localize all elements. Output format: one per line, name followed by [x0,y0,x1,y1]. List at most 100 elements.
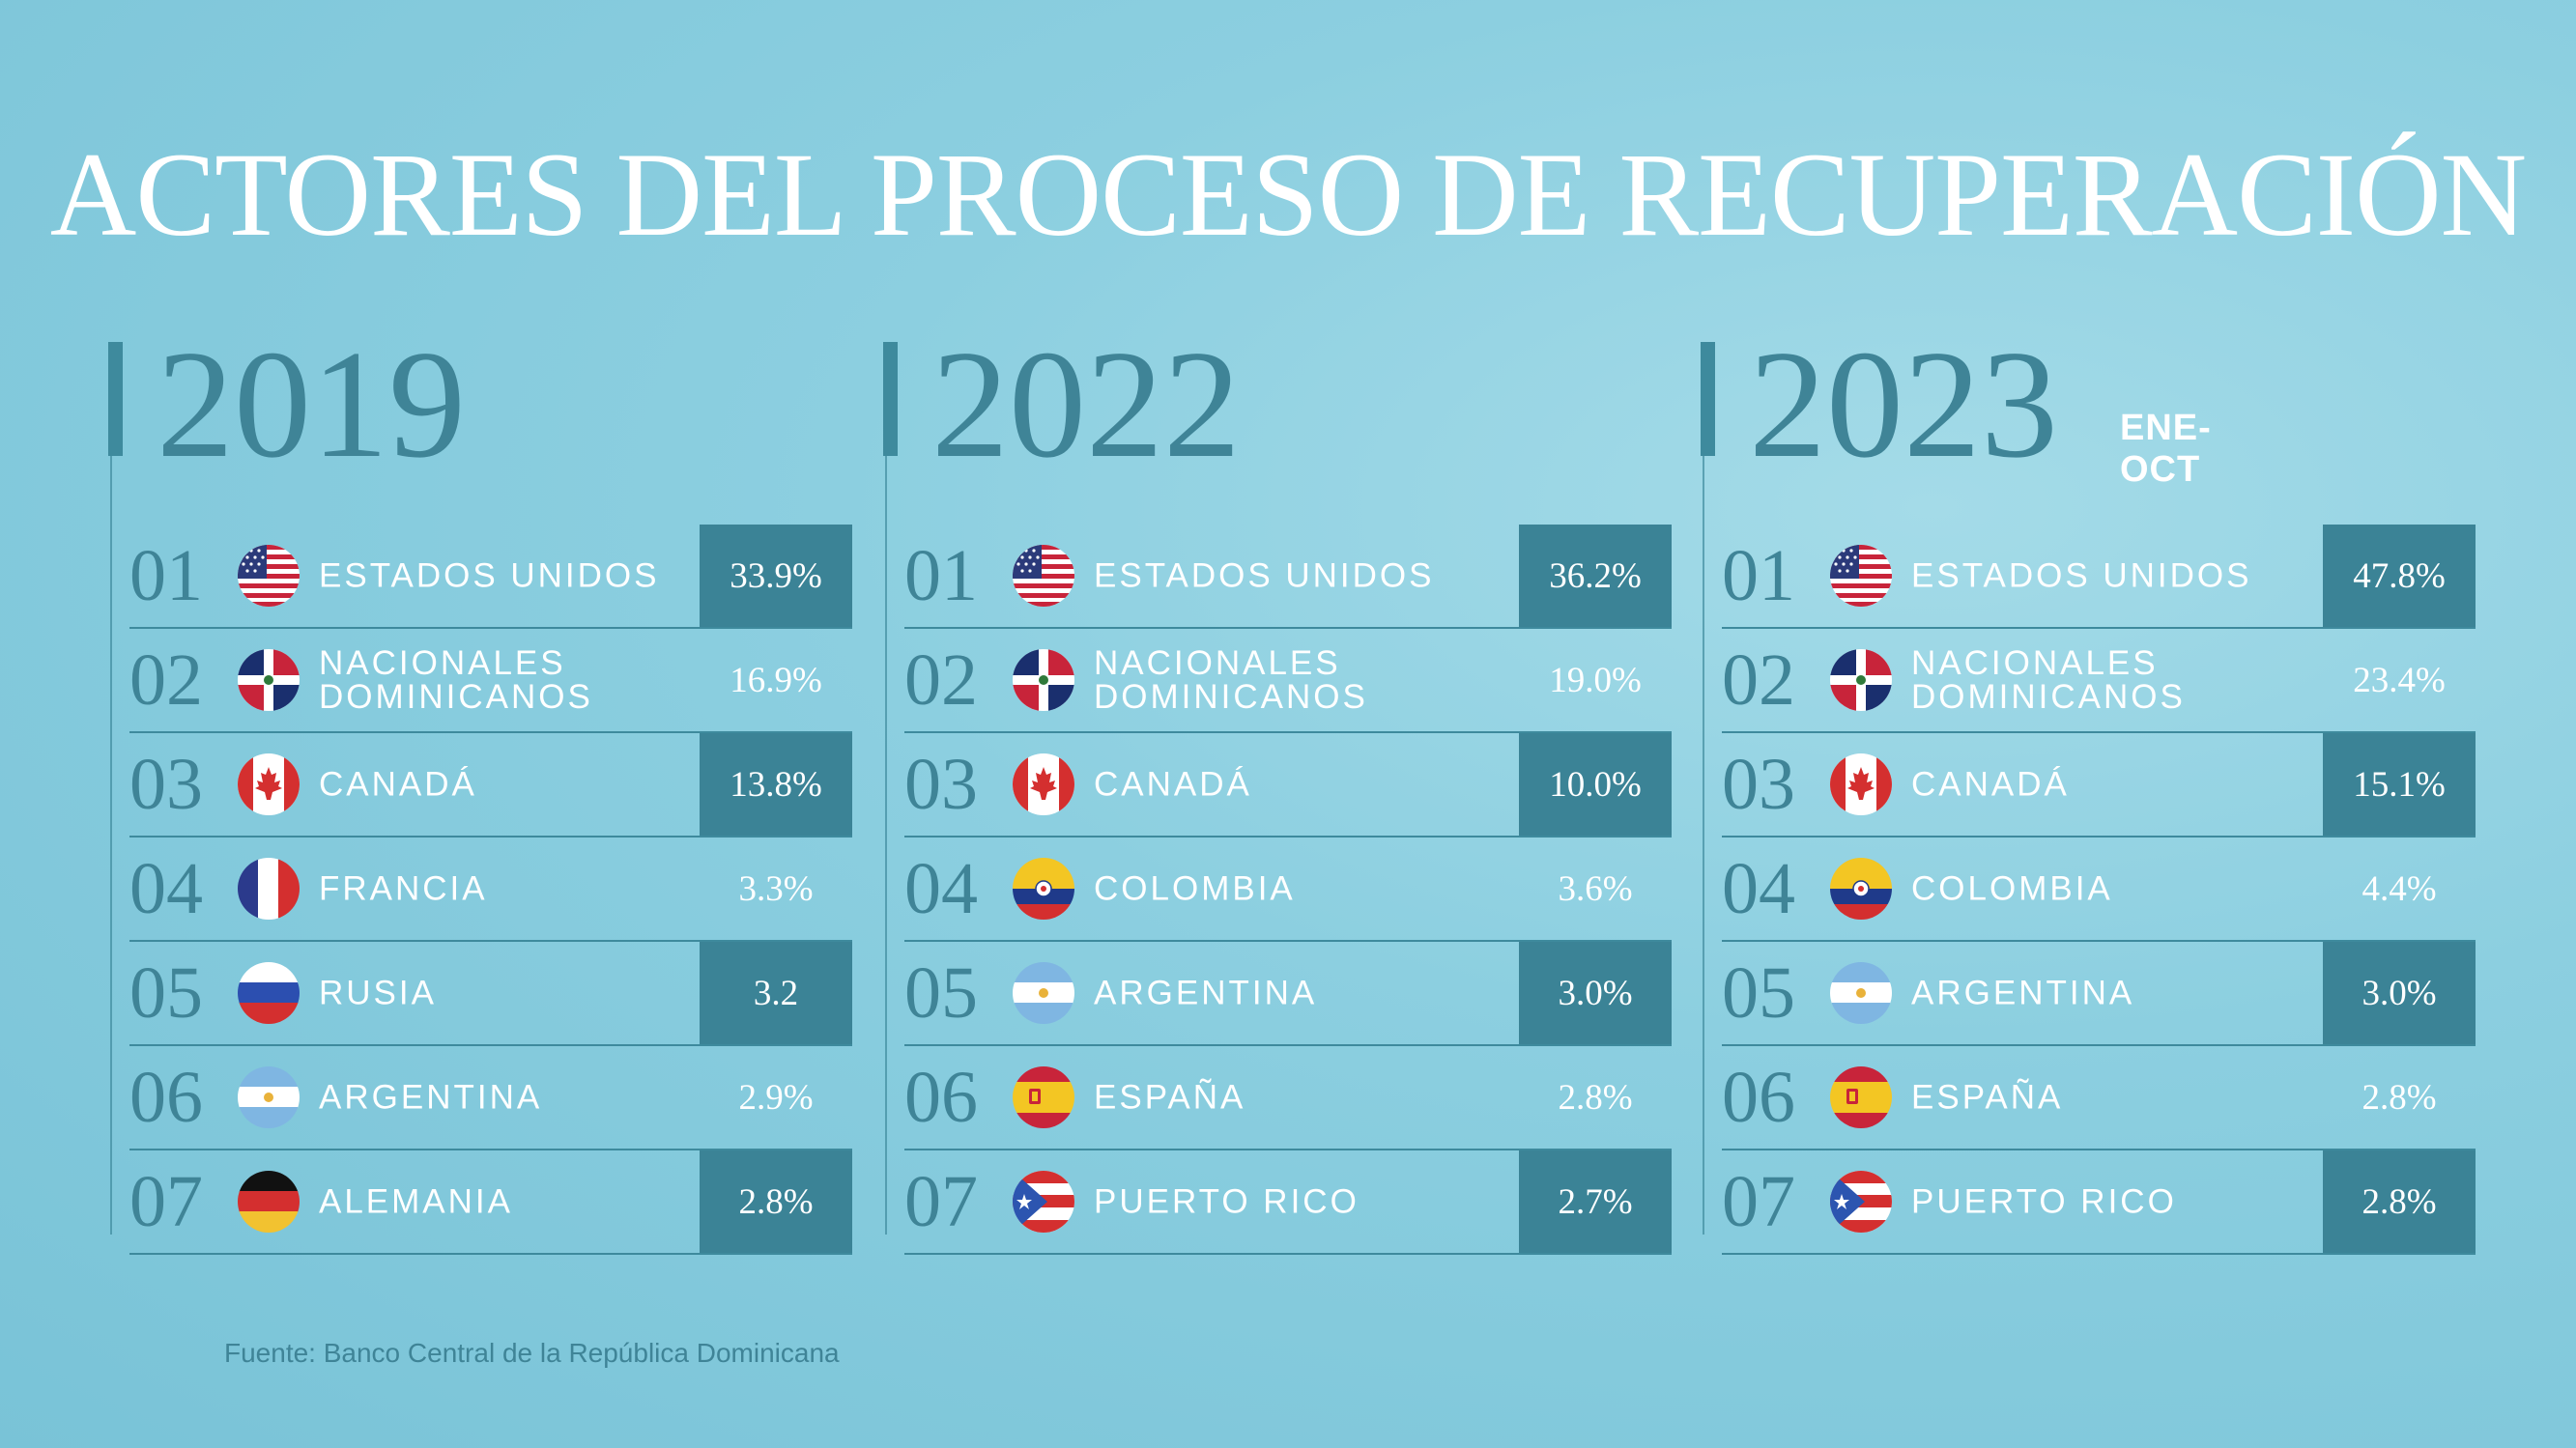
russia-flag-icon [238,962,300,1024]
source-note: Fuente: Banco Central de la República Do… [224,1338,840,1368]
country-name: CANADÁ [1094,765,1252,804]
country-name: CANADÁ [1911,765,2070,804]
table-row: 04 COLOMBIA 3.6% [904,838,1672,942]
share-value: 3.2 [700,942,852,1044]
rank-number: 07 [1722,1161,1795,1242]
country-name: COLOMBIA [1094,869,1296,908]
germany-flag-icon [238,1171,300,1233]
rank-number: 04 [904,848,978,929]
spain-flag-icon [1830,1066,1892,1128]
dominican-republic-flag-icon [1830,649,1892,711]
rank-number: 04 [129,848,203,929]
country-name: ESPAÑA [1094,1078,1246,1117]
table-row: 04 FRANCIA 3.3% [129,838,852,942]
share-value: 36.2% [1519,525,1672,627]
share-value: 2.9% [738,1077,814,1118]
table-row: 05 ARGENTINA 3.0% [1722,942,2476,1046]
colombia-flag-icon [1013,858,1074,920]
rank-number: 06 [904,1057,978,1138]
argentina-flag-icon [1830,962,1892,1024]
table-row: 05 ARGENTINA 3.0% [904,942,1672,1046]
table-row: 03 CANADÁ 15.1% [1722,733,2476,838]
rank-number: 06 [129,1057,203,1138]
ranking-list: 01 ESTADOS UNIDOS 33.9% 02 NACIONALES DOMINI… [129,525,852,1255]
rank-number: 03 [1722,744,1795,825]
country-name: NACIONALES DOMINICANOS [1094,644,1368,716]
spain-flag-icon [1013,1066,1074,1128]
country-name: RUSIA [319,974,437,1012]
period-label: ENE-OCT [2120,408,2212,490]
table-row: 07 PUERTO RICO 2.7% [904,1150,1672,1255]
country-name: PUERTO RICO [1911,1182,2177,1221]
table-row: 03 CANADÁ 10.0% [904,733,1672,838]
country-name: FRANCIA [319,869,488,908]
share-value: 33.9% [700,525,852,627]
share-value: 10.0% [1519,733,1672,836]
share-value: 3.3% [738,868,814,909]
country-name: COLOMBIA [1911,869,2113,908]
share-value: 19.0% [1549,660,1642,700]
column-divider [885,456,887,1235]
argentina-flag-icon [1013,962,1074,1024]
country-name: NACIONALES DOMINICANOS [1911,644,2186,716]
country-name: ESTADOS UNIDOS [1911,556,2252,595]
country-name: ESTADOS UNIDOS [1094,556,1435,595]
column-divider [1703,456,1704,1235]
rank-number: 02 [904,639,978,721]
rank-number: 07 [129,1161,203,1242]
share-value: 15.1% [2323,733,2476,836]
ranking-list: 01 ESTADOS UNIDOS 47.8% 02 NACIONALES DOMINI… [1722,525,2476,1255]
argentina-flag-icon [238,1066,300,1128]
share-value: 47.8% [2323,525,2476,627]
rank-number: 05 [904,952,978,1034]
dominican-republic-flag-icon [1013,649,1074,711]
share-value: 23.4% [2353,660,2446,700]
column-divider [110,456,112,1235]
country-name: ARGENTINA [319,1078,543,1117]
share-value: 13.8% [700,733,852,836]
canada-flag-icon [238,753,300,815]
rank-number: 04 [1722,848,1795,929]
share-value: 16.9% [730,660,822,700]
rank-number: 03 [904,744,978,825]
rank-number: 06 [1722,1057,1795,1138]
share-value: 3.0% [1519,942,1672,1044]
rank-number: 03 [129,744,203,825]
table-row: 03 CANADÁ 13.8% [129,733,852,838]
table-row: 06 ESPAÑA 2.8% [904,1046,1672,1150]
page-title: ACTORES DEL PROCESO DE RECUPERACIÓN [49,128,2527,261]
year-marker [883,342,898,456]
table-row: 07 ALEMANIA 2.8% [129,1150,852,1255]
puerto-rico-flag-icon [1830,1171,1892,1233]
share-value: 3.0% [2323,942,2476,1044]
colombia-flag-icon [1830,858,1892,920]
table-row: 01 ESTADOS UNIDOS 47.8% [1722,525,2476,629]
country-name: ESPAÑA [1911,1078,2064,1117]
usa-flag-icon [1830,545,1892,607]
puerto-rico-flag-icon [1013,1171,1074,1233]
year-heading: 2023 [1749,318,2058,490]
table-row: 06 ESPAÑA 2.8% [1722,1046,2476,1150]
usa-flag-icon [238,545,300,607]
year-marker [1701,342,1715,456]
country-name: NACIONALES DOMINICANOS [319,644,593,716]
table-row: 02 NACIONALES DOMINICANOS 19.0% [904,629,1672,733]
share-value: 2.8% [1558,1077,1633,1118]
country-name: ESTADOS UNIDOS [319,556,660,595]
dominican-republic-flag-icon [238,649,300,711]
country-name: CANADÁ [319,765,477,804]
rank-number: 02 [129,639,203,721]
country-name: ALEMANIA [319,1182,513,1221]
france-flag-icon [238,858,300,920]
rank-number: 01 [904,535,978,616]
table-row: 01 ESTADOS UNIDOS 33.9% [129,525,852,629]
share-value: 4.4% [2361,868,2437,909]
year-marker [108,342,123,456]
rank-number: 05 [129,952,203,1034]
table-row: 01 ESTADOS UNIDOS 36.2% [904,525,1672,629]
share-value: 2.7% [1519,1150,1672,1253]
table-row: 06 ARGENTINA 2.9% [129,1046,852,1150]
table-row: 05 RUSIA 3.2 [129,942,852,1046]
canada-flag-icon [1830,753,1892,815]
rank-number: 01 [129,535,203,616]
